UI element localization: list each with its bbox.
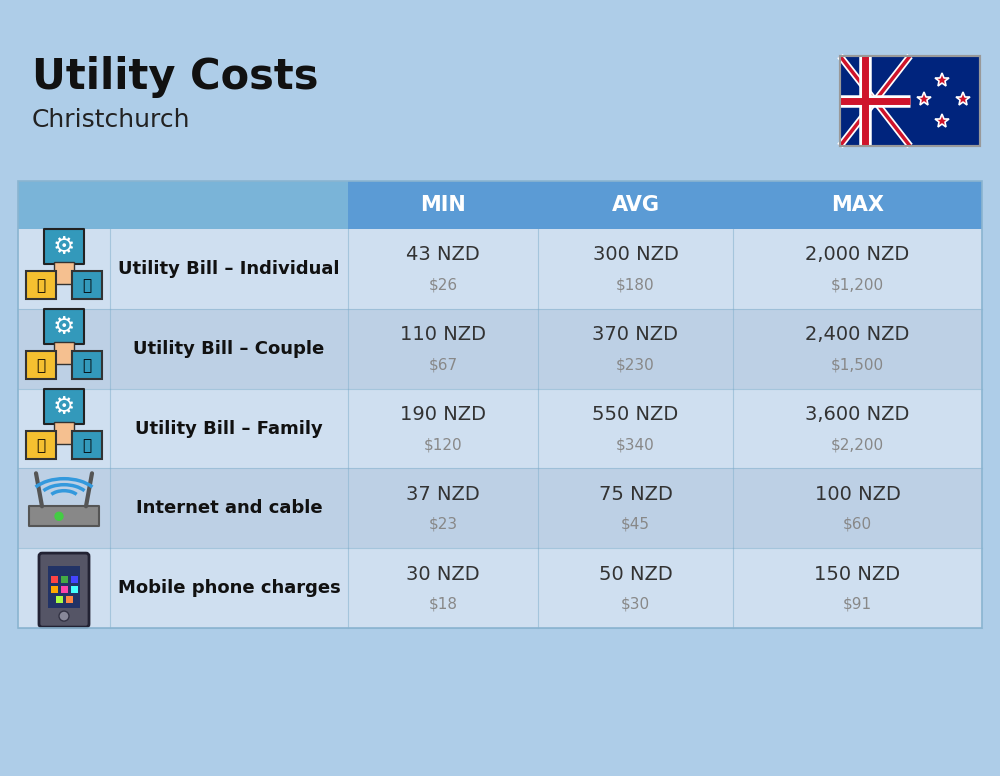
Bar: [840, 56, 980, 146]
Bar: [26, 351, 56, 379]
Bar: [48, 566, 80, 608]
Text: 3,600 NZD: 3,600 NZD: [805, 405, 910, 424]
Text: AVG: AVG: [612, 195, 660, 215]
Bar: [44, 309, 84, 344]
Text: 110 NZD: 110 NZD: [400, 325, 486, 345]
Text: 🚿: 🚿: [82, 359, 92, 373]
Text: 30 NZD: 30 NZD: [406, 565, 480, 584]
Bar: [66, 596, 73, 603]
Bar: [840, 56, 980, 146]
Text: 75 NZD: 75 NZD: [599, 485, 672, 504]
Text: 🚿: 🚿: [82, 279, 92, 293]
Text: Utility Bill – Couple: Utility Bill – Couple: [133, 340, 325, 358]
Text: 🔌: 🔌: [36, 438, 46, 453]
Bar: [72, 351, 102, 379]
Bar: [26, 431, 56, 459]
Bar: [61, 576, 68, 583]
Text: $23: $23: [428, 517, 458, 532]
Text: 50 NZD: 50 NZD: [599, 565, 672, 584]
Text: $180: $180: [616, 277, 655, 293]
Text: ⚙: ⚙: [53, 394, 75, 418]
Text: MIN: MIN: [420, 195, 466, 215]
Text: Utility Bill – Family: Utility Bill – Family: [135, 420, 323, 438]
Text: $26: $26: [428, 277, 458, 293]
Text: 300 NZD: 300 NZD: [593, 245, 678, 265]
Text: $91: $91: [843, 597, 872, 611]
Bar: [18, 181, 982, 628]
Text: 2,000 NZD: 2,000 NZD: [805, 245, 910, 265]
Text: 🔌: 🔌: [36, 359, 46, 373]
Bar: [61, 586, 68, 593]
Text: $120: $120: [424, 437, 462, 452]
Text: ⚙: ⚙: [53, 235, 75, 259]
Bar: [18, 229, 982, 309]
Bar: [44, 229, 84, 264]
Text: Christchurch: Christchurch: [32, 108, 190, 132]
Bar: [26, 271, 56, 299]
Text: $1,500: $1,500: [831, 357, 884, 372]
Text: $1,200: $1,200: [831, 277, 884, 293]
Circle shape: [55, 512, 63, 520]
Bar: [72, 271, 102, 299]
Text: $67: $67: [428, 357, 458, 372]
Text: 550 NZD: 550 NZD: [592, 405, 679, 424]
Text: 100 NZD: 100 NZD: [815, 485, 900, 504]
Text: 370 NZD: 370 NZD: [592, 325, 678, 345]
Text: $30: $30: [621, 597, 650, 611]
Bar: [18, 469, 982, 548]
Bar: [72, 431, 102, 459]
Text: Utility Bill – Individual: Utility Bill – Individual: [118, 260, 340, 278]
Text: $2,200: $2,200: [831, 437, 884, 452]
Text: Utility Costs: Utility Costs: [32, 56, 318, 98]
Text: Internet and cable: Internet and cable: [136, 499, 322, 518]
Bar: [18, 389, 982, 469]
FancyBboxPatch shape: [39, 553, 89, 627]
Text: 43 NZD: 43 NZD: [406, 245, 480, 265]
Text: MAX: MAX: [831, 195, 884, 215]
Text: $230: $230: [616, 357, 655, 372]
Bar: [18, 309, 982, 389]
Text: ⚙: ⚙: [53, 315, 75, 338]
Bar: [51, 576, 58, 583]
Text: $340: $340: [616, 437, 655, 452]
Bar: [44, 389, 84, 424]
Circle shape: [59, 611, 69, 621]
Bar: [348, 181, 982, 229]
Bar: [54, 421, 74, 444]
Text: $45: $45: [621, 517, 650, 532]
Bar: [71, 586, 78, 593]
Text: 37 NZD: 37 NZD: [406, 485, 480, 504]
Bar: [54, 262, 74, 284]
Text: 190 NZD: 190 NZD: [400, 405, 486, 424]
Bar: [54, 341, 74, 364]
Text: 🔌: 🔌: [36, 279, 46, 293]
Bar: [18, 548, 982, 628]
Text: 🚿: 🚿: [82, 438, 92, 453]
Bar: [71, 576, 78, 583]
Text: $60: $60: [843, 517, 872, 532]
Text: $18: $18: [428, 597, 458, 611]
Bar: [51, 586, 58, 593]
Bar: [56, 596, 63, 603]
Text: 150 NZD: 150 NZD: [814, 565, 901, 584]
Text: Mobile phone charges: Mobile phone charges: [118, 579, 340, 597]
Text: 2,400 NZD: 2,400 NZD: [805, 325, 910, 345]
Bar: [18, 181, 982, 229]
Bar: [29, 506, 99, 526]
